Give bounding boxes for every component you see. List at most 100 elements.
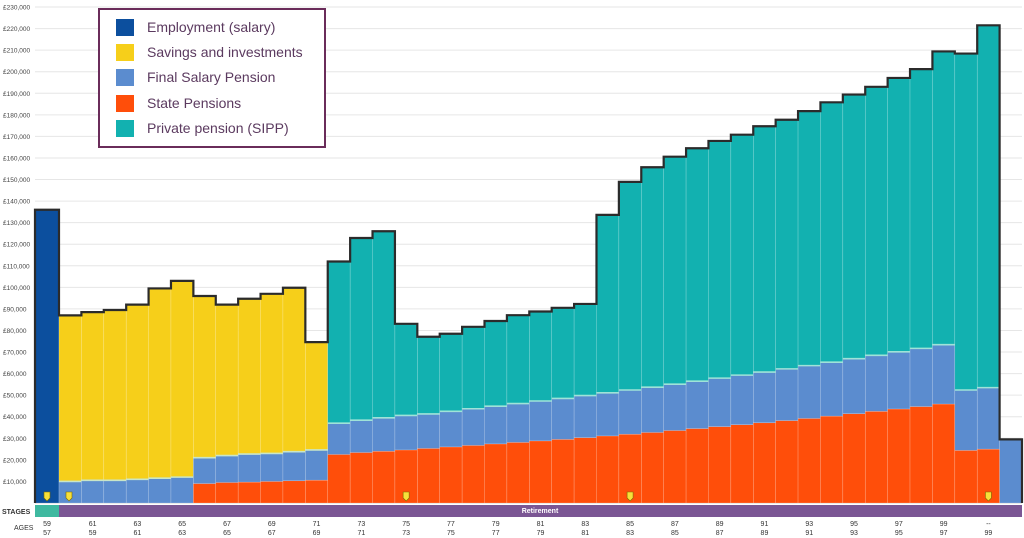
bar-segment[interactable] bbox=[237, 453, 261, 483]
bar-segment[interactable] bbox=[932, 51, 956, 345]
bar-segment[interactable] bbox=[417, 413, 440, 449]
bar-segment[interactable] bbox=[372, 417, 396, 452]
bar-segment[interactable] bbox=[103, 480, 127, 504]
bar-segment[interactable] bbox=[305, 449, 328, 481]
bar-segment[interactable] bbox=[820, 102, 844, 363]
bar-segment[interactable] bbox=[506, 314, 530, 404]
bar-segment[interactable] bbox=[193, 457, 217, 484]
bar-segment[interactable] bbox=[327, 422, 351, 455]
bar-segment[interactable] bbox=[775, 119, 799, 370]
legend-item-employment[interactable]: Employment (salary) bbox=[116, 17, 275, 37]
bar-segment[interactable] bbox=[842, 413, 866, 504]
bar-segment[interactable] bbox=[864, 86, 888, 356]
bar-segment[interactable] bbox=[753, 422, 776, 504]
bar-segment[interactable] bbox=[797, 418, 821, 504]
bar-segment[interactable] bbox=[641, 432, 664, 504]
legend-item-final-salary[interactable]: Final Salary Pension bbox=[116, 67, 275, 87]
bar-segment[interactable] bbox=[753, 126, 776, 373]
bar-segment[interactable] bbox=[529, 400, 552, 442]
bar-segment[interactable] bbox=[976, 25, 1000, 388]
bar-segment[interactable] bbox=[887, 408, 911, 504]
bar-segment[interactable] bbox=[461, 445, 485, 504]
bar-segment[interactable] bbox=[685, 148, 709, 382]
bar-segment[interactable] bbox=[349, 419, 373, 453]
bar-segment[interactable] bbox=[685, 428, 709, 504]
bar-segment[interactable] bbox=[663, 156, 687, 385]
bar-segment[interactable] bbox=[260, 453, 284, 482]
bar-segment[interactable] bbox=[663, 430, 687, 504]
bar-segment[interactable] bbox=[573, 303, 597, 396]
bar-segment[interactable] bbox=[551, 398, 575, 440]
event-marker-icon[interactable] bbox=[402, 491, 410, 502]
bar-segment[interactable] bbox=[864, 355, 888, 412]
bar-segment[interactable] bbox=[282, 287, 306, 452]
bar-segment[interactable] bbox=[58, 315, 82, 482]
bar-segment[interactable] bbox=[909, 406, 933, 504]
bar-segment[interactable] bbox=[193, 295, 217, 458]
stage-pre-retirement[interactable] bbox=[35, 505, 59, 517]
bar-segment[interactable] bbox=[372, 231, 396, 419]
bar-segment[interactable] bbox=[439, 446, 463, 504]
legend-item-state-pensions[interactable]: State Pensions bbox=[116, 93, 241, 113]
bar-segment[interactable] bbox=[797, 110, 821, 366]
bar-segment[interactable] bbox=[484, 405, 508, 445]
bar-segment[interactable] bbox=[305, 341, 328, 451]
bar-segment[interactable] bbox=[820, 415, 844, 504]
bar-segment[interactable] bbox=[775, 420, 799, 504]
bar-segment[interactable] bbox=[932, 403, 956, 504]
bar-segment[interactable] bbox=[551, 439, 575, 504]
bar-segment[interactable] bbox=[349, 452, 373, 504]
event-marker-icon[interactable] bbox=[65, 491, 73, 502]
event-marker-icon[interactable] bbox=[626, 491, 634, 502]
bar-segment[interactable] bbox=[663, 383, 687, 431]
bar-segment[interactable] bbox=[305, 479, 328, 504]
bar-segment[interactable] bbox=[372, 450, 396, 504]
event-marker-icon[interactable] bbox=[43, 491, 51, 502]
bar-segment[interactable] bbox=[215, 304, 239, 456]
stage-retirement[interactable] bbox=[59, 505, 1022, 517]
bar-segment[interactable] bbox=[820, 361, 844, 417]
bar-segment[interactable] bbox=[170, 476, 194, 504]
bar-segment[interactable] bbox=[215, 455, 239, 483]
bar-segment[interactable] bbox=[618, 181, 642, 391]
bar-segment[interactable] bbox=[573, 437, 597, 504]
bar-segment[interactable] bbox=[81, 480, 105, 504]
bar-segment[interactable] bbox=[887, 351, 911, 410]
bar-segment[interactable] bbox=[260, 481, 284, 504]
bar-segment[interactable] bbox=[34, 209, 60, 504]
bar-segment[interactable] bbox=[461, 326, 485, 410]
bar-segment[interactable] bbox=[394, 323, 418, 416]
bar-segment[interactable] bbox=[551, 307, 575, 399]
bar-segment[interactable] bbox=[641, 166, 664, 388]
bar-segment[interactable] bbox=[596, 435, 620, 504]
bar-segment[interactable] bbox=[596, 214, 620, 394]
bar-segment[interactable] bbox=[887, 77, 911, 353]
bar-segment[interactable] bbox=[484, 320, 508, 407]
bar-segment[interactable] bbox=[618, 389, 642, 435]
bar-segment[interactable] bbox=[775, 368, 799, 421]
bar-segment[interactable] bbox=[148, 288, 172, 479]
bar-segment[interactable] bbox=[999, 439, 1023, 504]
bar-segment[interactable] bbox=[685, 380, 709, 429]
bar-segment[interactable] bbox=[730, 424, 754, 504]
bar-segment[interactable] bbox=[909, 348, 933, 407]
bar-segment[interactable] bbox=[954, 53, 978, 391]
bar-segment[interactable] bbox=[103, 309, 127, 481]
bar-segment[interactable] bbox=[506, 442, 530, 504]
bar-segment[interactable] bbox=[730, 134, 754, 376]
bar-segment[interactable] bbox=[260, 293, 284, 454]
bar-segment[interactable] bbox=[596, 392, 620, 437]
bar-segment[interactable] bbox=[327, 454, 351, 504]
bar-segment[interactable] bbox=[215, 482, 239, 504]
bar-segment[interactable] bbox=[484, 443, 508, 504]
bar-segment[interactable] bbox=[529, 311, 552, 402]
event-marker-icon[interactable] bbox=[985, 491, 992, 502]
bar-segment[interactable] bbox=[461, 408, 485, 446]
bar-segment[interactable] bbox=[753, 371, 776, 424]
bar-segment[interactable] bbox=[417, 448, 440, 504]
bar-segment[interactable] bbox=[641, 386, 664, 433]
bar-segment[interactable] bbox=[842, 358, 866, 414]
bar-segment[interactable] bbox=[81, 311, 105, 481]
bar-segment[interactable] bbox=[864, 411, 888, 504]
bar-segment[interactable] bbox=[797, 365, 821, 419]
